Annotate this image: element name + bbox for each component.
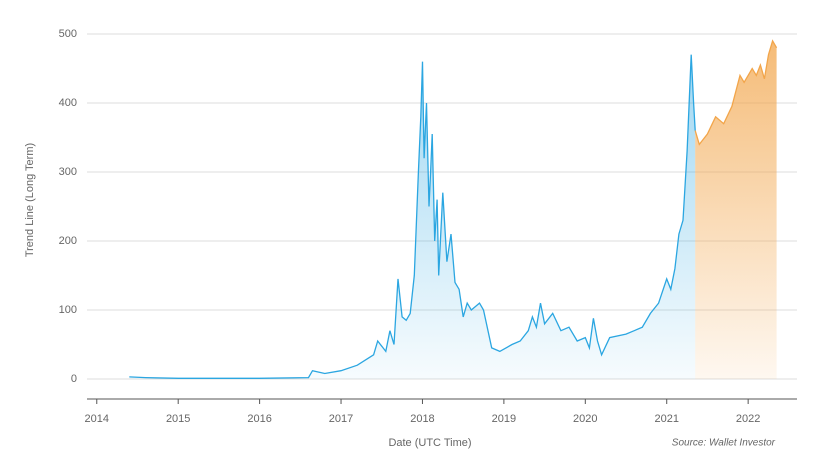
- x-axis-label: Date (UTC Time): [388, 437, 471, 449]
- x-tick-label: 2018: [410, 413, 434, 425]
- x-tick-label: 2015: [166, 413, 190, 425]
- source: Source: Wallet Investor: [672, 438, 776, 449]
- x-tick-label: 2014: [85, 413, 109, 425]
- y-tick-label: 0: [71, 373, 77, 385]
- x-tick-label: 2017: [329, 413, 353, 425]
- area: [129, 54, 696, 379]
- x-tick-label: 2022: [736, 413, 760, 425]
- y-tick-label: 500: [59, 28, 77, 40]
- line: [694, 39, 778, 146]
- y-tick-label: 300: [59, 166, 77, 178]
- x-tick-label: 2020: [573, 413, 597, 425]
- y-tick-label: 200: [59, 235, 77, 247]
- x-tick-label: 2021: [654, 413, 678, 425]
- x-tick-label: 2019: [492, 413, 516, 425]
- x-tick-label: 2016: [247, 413, 271, 425]
- y-axis-label: Trend Line (Long Term): [24, 143, 36, 257]
- y-tick-label: 100: [59, 304, 77, 316]
- y-tick-label: 400: [59, 97, 77, 109]
- line: [129, 54, 696, 379]
- area: [695, 40, 777, 379]
